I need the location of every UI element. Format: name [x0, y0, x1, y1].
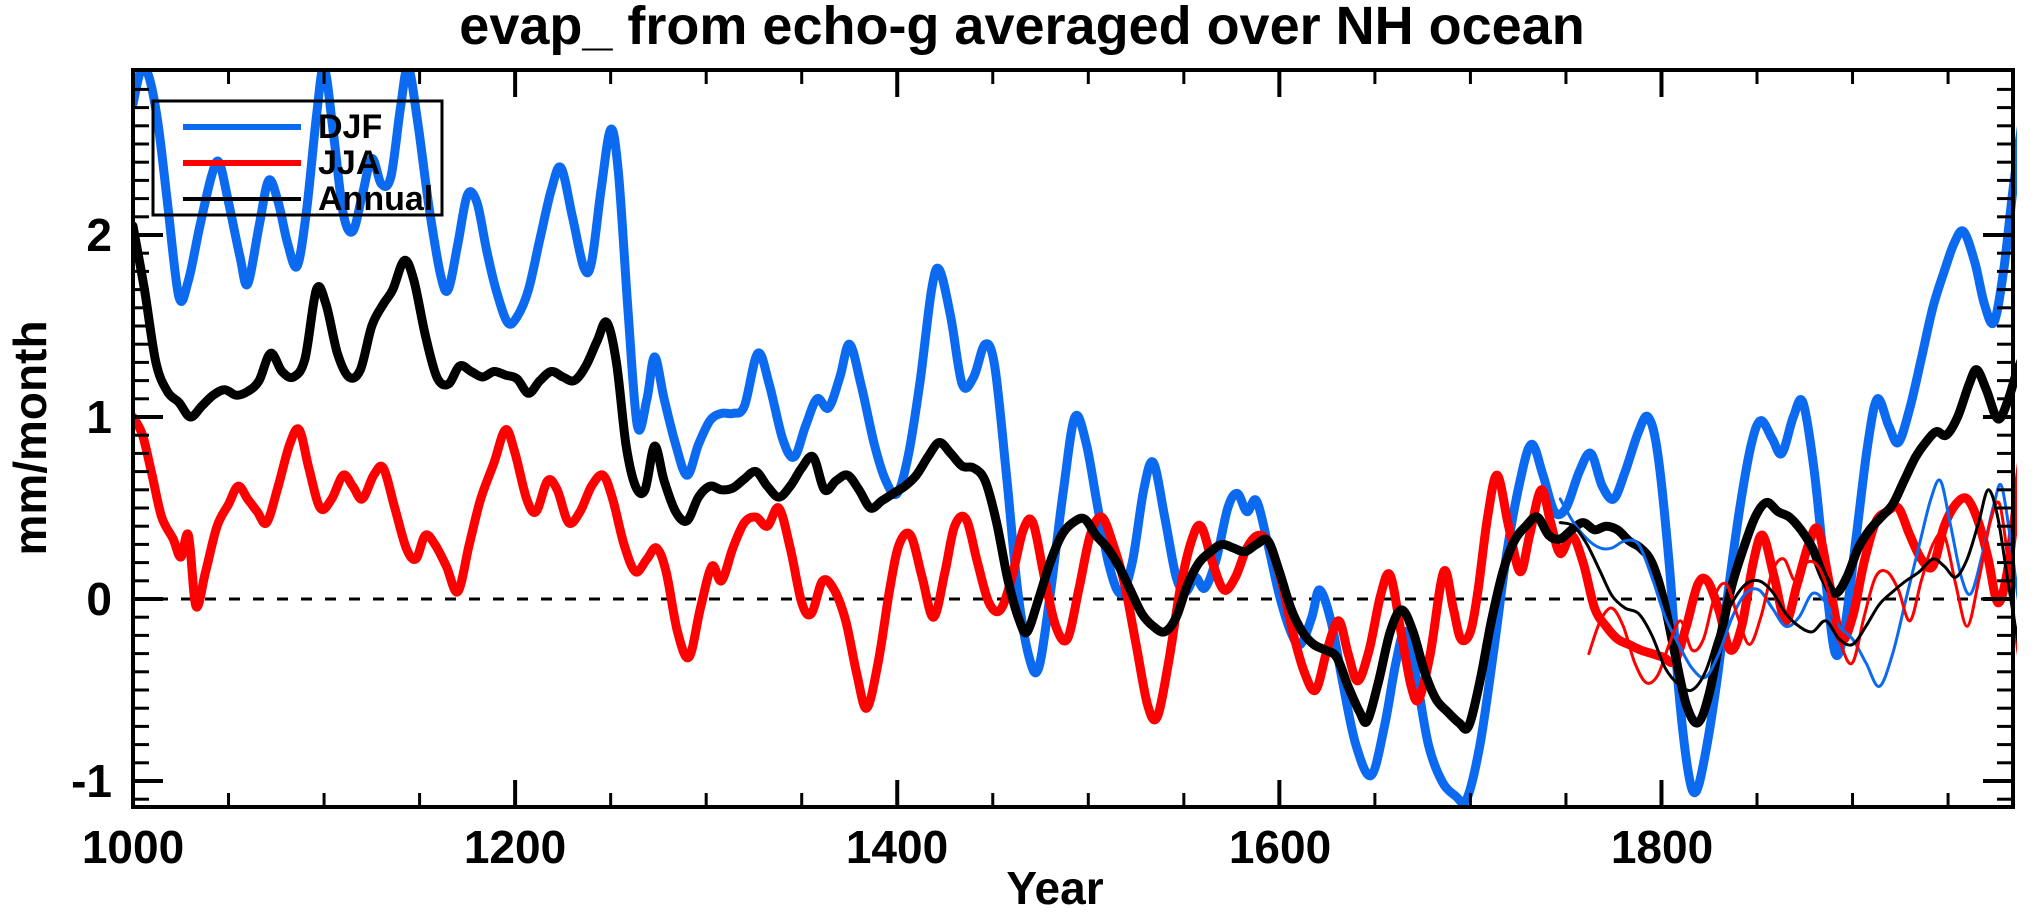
axes-frame-group — [131, 68, 2015, 809]
legend-label-annual: Annual — [318, 180, 433, 218]
y-tick-label-neg1: -1 — [71, 755, 112, 807]
x-tick-label-1200: 1200 — [464, 821, 566, 873]
legend-label-jja: JJA — [318, 144, 380, 182]
plot-frame — [131, 68, 2015, 809]
y-axis-label: mm/month — [4, 320, 56, 555]
series-jja — [131, 412, 2017, 725]
chart-title: evap_ from echo-g averaged over NH ocean — [459, 0, 1584, 56]
series-annual-thin — [1558, 488, 2017, 693]
x-axis-label: Year — [1006, 862, 1103, 914]
series-group — [131, 68, 2017, 808]
legend-label-djf: DJF — [318, 108, 382, 146]
x-tick-label-1800: 1800 — [1611, 821, 1713, 873]
series-jja-thin — [1587, 500, 2017, 685]
x-tick-label-1000: 1000 — [82, 821, 184, 873]
series-annual — [131, 221, 2017, 734]
y-tick-label-2: 2 — [86, 209, 112, 261]
y-tick-label-0: 0 — [86, 573, 112, 625]
series-djf — [131, 68, 2017, 808]
y-tick-label-1: 1 — [86, 391, 112, 443]
legend: DJF JJA Annual — [151, 99, 444, 218]
x-tick-label-1600: 1600 — [1229, 821, 1331, 873]
legend-border — [151, 99, 444, 217]
x-tick-label-1400: 1400 — [846, 821, 948, 873]
series-djf-thin — [1558, 478, 2017, 688]
